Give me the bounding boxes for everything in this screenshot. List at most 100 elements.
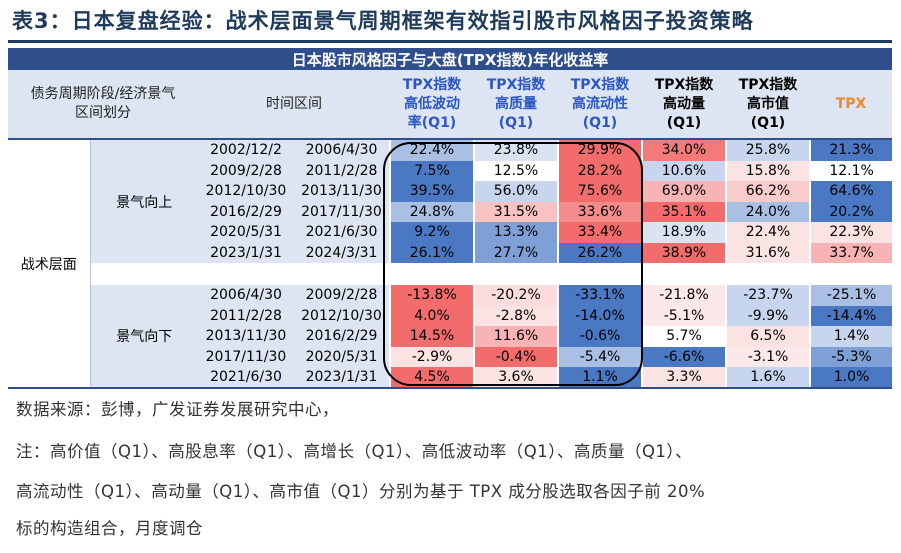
table-row: 2023/1/31 2024/3/31 26.1% 27.7% 26.2% 38.9% 31… xyxy=(8,242,893,263)
factor-returns-table: 日本股市风格因子与大盘(TPX指数)年化收益率 债务周期阶段/经济景气区间划分 … xyxy=(8,48,893,388)
end-date: 2013/11/30 xyxy=(294,181,390,202)
value-cell: 38.9% xyxy=(641,242,726,263)
end-date: 2012/10/30 xyxy=(294,305,390,326)
table-banner: 日本股市风格因子与大盘(TPX指数)年化收益率 xyxy=(8,48,893,70)
header-liquidity: TPX指数 高流动性 (Q1) xyxy=(558,70,642,140)
table-bottom-rule xyxy=(8,387,892,389)
value-cell: 66.2% xyxy=(725,181,810,202)
value-cell: 1.1% xyxy=(557,367,642,388)
value-cell: 29.9% xyxy=(557,139,642,161)
header-market-cap: TPX指数 高市值 (Q1) xyxy=(726,70,810,140)
note-line-1: 注：高价值（Q1）、高股息率（Q1）、高增长（Q1）、高低波动率（Q1）、高质量… xyxy=(16,442,693,461)
value-cell: 15.8% xyxy=(725,160,810,181)
value-cell: -5.1% xyxy=(641,305,726,326)
value-cell: 33.6% xyxy=(557,201,642,222)
start-date: 2023/1/31 xyxy=(198,242,294,263)
end-date: 2021/6/30 xyxy=(294,222,390,243)
table-row: 2013/11/30 2016/2/29 14.5% 11.6% -0.6% 5.7% 6.… xyxy=(8,326,893,347)
value-cell: 14.5% xyxy=(389,326,474,347)
source-note: 数据来源：彭博，广发证券发展研究中心， xyxy=(16,400,339,419)
header-tpx: TPX xyxy=(810,70,893,140)
header-quality: TPX指数 高质量 (Q1) xyxy=(474,70,558,140)
value-cell: 1.4% xyxy=(808,326,893,347)
value-cell: 56.0% xyxy=(473,181,558,202)
value-cell: -0.4% xyxy=(473,346,558,367)
value-cell: 35.1% xyxy=(641,201,726,222)
start-date: 2013/11/30 xyxy=(198,326,294,347)
table-row: 2020/5/31 2021/6/30 9.2% 13.3% 33.4% 18.9% 22.… xyxy=(8,222,893,243)
table-row: 2017/11/30 2020/5/31 -2.9% -0.4% -5.4% -6.6% -… xyxy=(8,346,893,367)
table-row: 景气向下 2006/4/30 2009/2/28 -13.8% -20.2% -33.1%… xyxy=(8,285,893,388)
value-cell: 25.8% xyxy=(725,139,810,161)
value-cell: 6.5% xyxy=(725,326,810,347)
spacer-cell xyxy=(90,263,893,285)
start-date: 2012/10/30 xyxy=(198,181,294,202)
value-cell: -33.1% xyxy=(557,285,642,306)
value-cell: 12.5% xyxy=(473,160,558,181)
group-label: 景气向上 xyxy=(90,139,198,263)
value-cell: -2.9% xyxy=(389,346,474,367)
value-cell: -20.2% xyxy=(473,285,558,306)
value-cell: 1.0% xyxy=(808,367,893,388)
report-title: 表3：日本复盘经验：战术层面景气周期框架有效指引股市风格因子投资策略 xyxy=(12,9,754,33)
end-date: 2009/2/28 xyxy=(294,285,390,306)
value-cell: 33.7% xyxy=(808,242,893,263)
end-date: 2016/2/29 xyxy=(294,326,390,347)
value-cell: 24.8% xyxy=(389,201,474,222)
table-row: 2009/2/28 2011/2/28 7.5% 12.5% 28.2% 10.6% 15.… xyxy=(8,160,893,181)
group-label: 景气向下 xyxy=(90,285,198,388)
value-cell: -13.8% xyxy=(389,285,474,306)
note-line-3: 标的构造组合，月度调仓 xyxy=(16,519,203,538)
value-cell: -14.0% xyxy=(557,305,642,326)
value-cell: 75.6% xyxy=(557,181,642,202)
value-cell: -2.8% xyxy=(473,305,558,326)
value-cell: 31.5% xyxy=(473,201,558,222)
value-cell: 22.3% xyxy=(808,222,893,243)
header-row: 债务周期阶段/经济景气区间划分 时间区间 TPX指数 高低波动 率(Q1) TPX指… xyxy=(8,70,893,140)
value-cell: 22.4% xyxy=(725,222,810,243)
value-cell: 31.6% xyxy=(725,242,810,263)
header-period: 时间区间 xyxy=(198,70,390,140)
value-cell: 26.2% xyxy=(557,242,642,263)
value-cell: -21.8% xyxy=(641,285,726,306)
value-cell: 64.6% xyxy=(808,181,893,202)
value-cell: 24.0% xyxy=(725,201,810,222)
end-date: 2017/11/30 xyxy=(294,201,390,222)
value-cell: 10.6% xyxy=(641,160,726,181)
header-low-vol: TPX指数 高低波动 率(Q1) xyxy=(390,70,474,140)
end-date: 2011/2/28 xyxy=(294,160,390,181)
value-cell: -14.4% xyxy=(808,305,893,326)
start-date: 2011/2/28 xyxy=(198,305,294,326)
value-cell: 69.0% xyxy=(641,181,726,202)
value-cell: 33.4% xyxy=(557,222,642,243)
value-cell: 5.7% xyxy=(641,326,726,347)
start-date: 2020/5/31 xyxy=(198,222,294,243)
outer-label: 战术层面 xyxy=(8,139,91,388)
value-cell: 28.2% xyxy=(557,160,642,181)
value-cell: -3.1% xyxy=(725,346,810,367)
value-cell: 26.1% xyxy=(389,242,474,263)
start-date: 2006/4/30 xyxy=(198,285,294,306)
value-cell: 18.9% xyxy=(641,222,726,243)
table-row: 战术层面 景气向上 2002/12/2 2006/4/30 22.4% 23.8% 29.9… xyxy=(8,139,893,388)
end-date: 2023/1/31 xyxy=(294,367,390,388)
value-cell: -9.9% xyxy=(725,305,810,326)
start-date: 2016/2/29 xyxy=(198,201,294,222)
table-row: 2016/2/29 2017/11/30 24.8% 31.5% 33.6% 35.1% 2… xyxy=(8,201,893,222)
value-cell: -23.7% xyxy=(725,285,810,306)
value-cell: -5.4% xyxy=(557,346,642,367)
value-cell: 3.3% xyxy=(641,367,726,388)
header-momentum: TPX指数 高动量 (Q1) xyxy=(642,70,726,140)
table-row: 2011/2/28 2012/10/30 4.0% -2.8% -14.0% -5.1% -… xyxy=(8,305,893,326)
value-cell: 3.6% xyxy=(473,367,558,388)
value-cell: 27.7% xyxy=(473,242,558,263)
value-cell: 7.5% xyxy=(389,160,474,181)
end-date: 2024/3/31 xyxy=(294,242,390,263)
start-date: 2017/11/30 xyxy=(198,346,294,367)
end-date: 2020/5/31 xyxy=(294,346,390,367)
value-cell: 20.2% xyxy=(808,201,893,222)
table-row: 2012/10/30 2013/11/30 39.5% 56.0% 75.6% 69.0%… xyxy=(8,181,893,202)
value-cell: -0.6% xyxy=(557,326,642,347)
value-cell: 12.1% xyxy=(808,160,893,181)
value-cell: -25.1% xyxy=(808,285,893,306)
